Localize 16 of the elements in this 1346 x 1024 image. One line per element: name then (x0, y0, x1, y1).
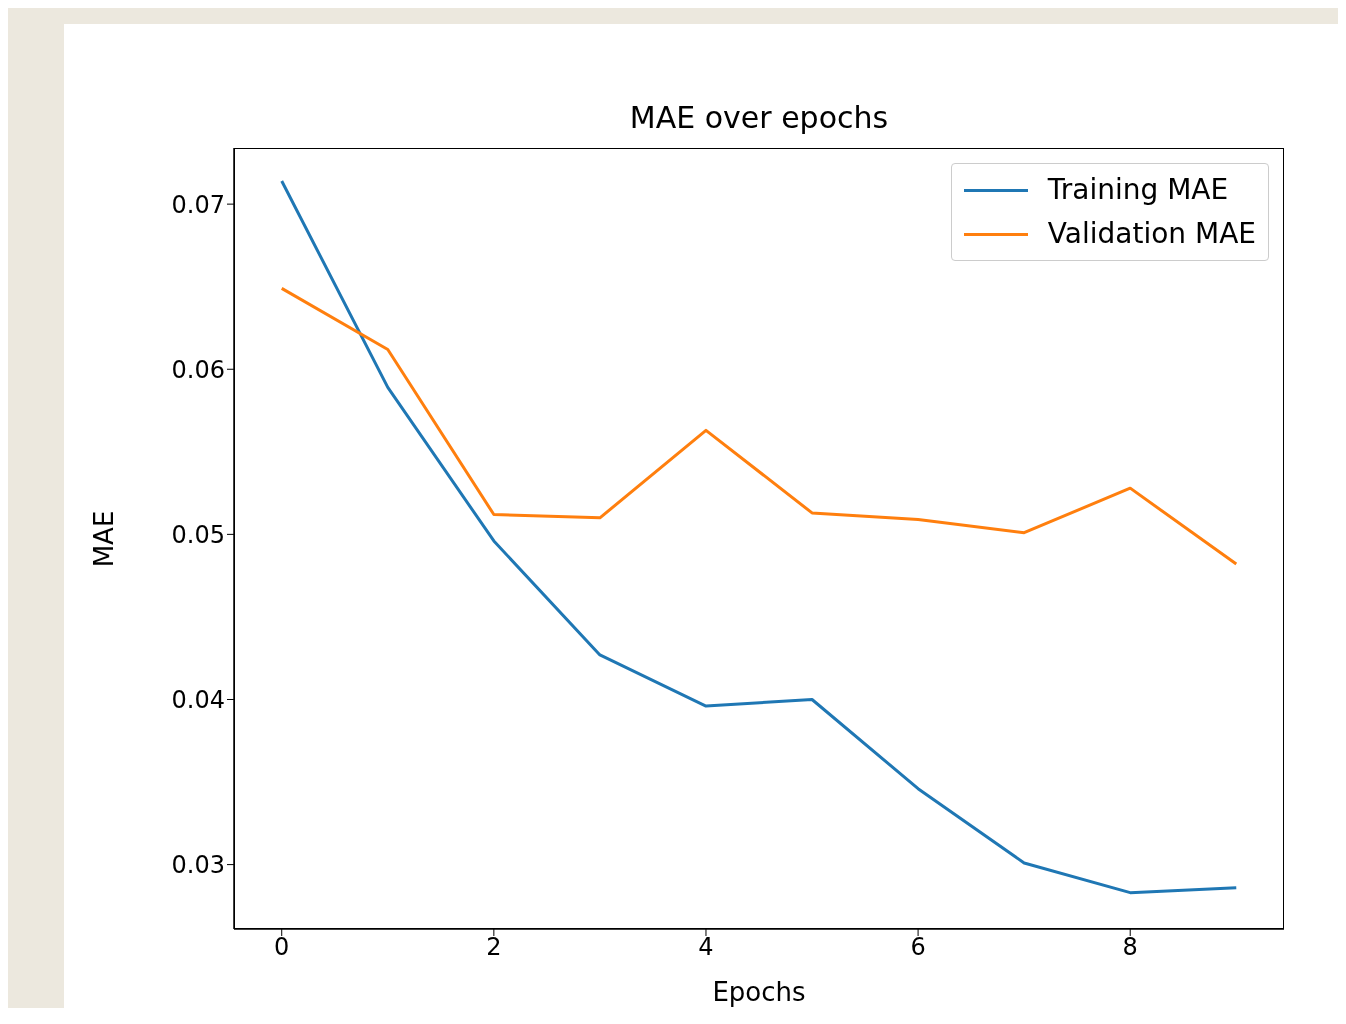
y-tick-label: 0.05 (171, 520, 225, 549)
x-tick-label: 4 (698, 933, 714, 962)
y-tick-label: 0.03 (171, 851, 225, 880)
x-tick-label: 8 (1122, 933, 1138, 962)
x-tick-label: 6 (910, 933, 926, 962)
legend-label: Validation MAE (1047, 216, 1256, 252)
legend-label: Training MAE (1047, 172, 1229, 208)
line-series (280, 286, 1238, 566)
chart-title: MAE over epochs (628, 100, 890, 135)
x-tick-label: 2 (486, 933, 502, 962)
y-tick-label: 0.07 (171, 190, 225, 219)
x-axis-title: Epochs (711, 977, 807, 1007)
x-tick-label: 0 (274, 933, 290, 962)
y-tick-label: 0.06 (171, 355, 225, 384)
y-tick-label: 0.04 (171, 686, 225, 715)
y-axis-title: MAE (89, 510, 119, 567)
